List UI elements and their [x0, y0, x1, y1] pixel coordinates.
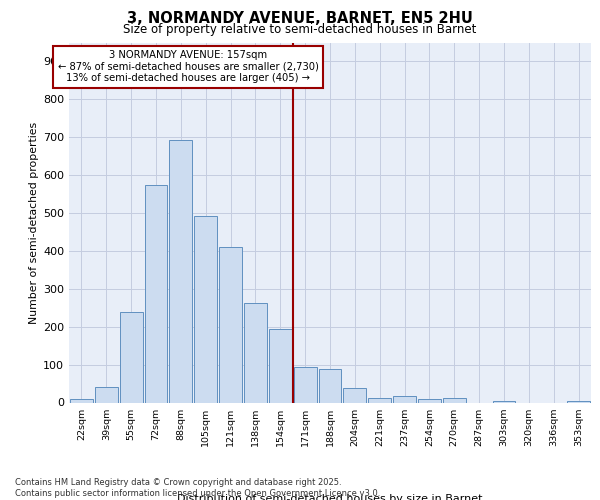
- Text: 3 NORMANDY AVENUE: 157sqm
← 87% of semi-detached houses are smaller (2,730)
13% : 3 NORMANDY AVENUE: 157sqm ← 87% of semi-…: [58, 50, 319, 84]
- Bar: [269, 328, 292, 402]
- Bar: [319, 369, 341, 402]
- Text: Size of property relative to semi-detached houses in Barnet: Size of property relative to semi-detach…: [124, 22, 476, 36]
- Bar: [393, 396, 416, 402]
- Bar: [145, 184, 167, 402]
- Text: 3, NORMANDY AVENUE, BARNET, EN5 2HU: 3, NORMANDY AVENUE, BARNET, EN5 2HU: [127, 11, 473, 26]
- Bar: [194, 216, 217, 402]
- Bar: [95, 386, 118, 402]
- Bar: [244, 303, 267, 402]
- Bar: [219, 247, 242, 402]
- Y-axis label: Number of semi-detached properties: Number of semi-detached properties: [29, 122, 39, 324]
- Bar: [120, 312, 143, 402]
- Bar: [169, 140, 192, 402]
- X-axis label: Distribution of semi-detached houses by size in Barnet: Distribution of semi-detached houses by …: [177, 494, 483, 500]
- Bar: [368, 398, 391, 402]
- Bar: [418, 400, 441, 402]
- Bar: [443, 398, 466, 402]
- Text: Contains HM Land Registry data © Crown copyright and database right 2025.
Contai: Contains HM Land Registry data © Crown c…: [15, 478, 380, 498]
- Bar: [70, 400, 93, 402]
- Bar: [294, 368, 317, 402]
- Bar: [493, 400, 515, 402]
- Bar: [343, 388, 366, 402]
